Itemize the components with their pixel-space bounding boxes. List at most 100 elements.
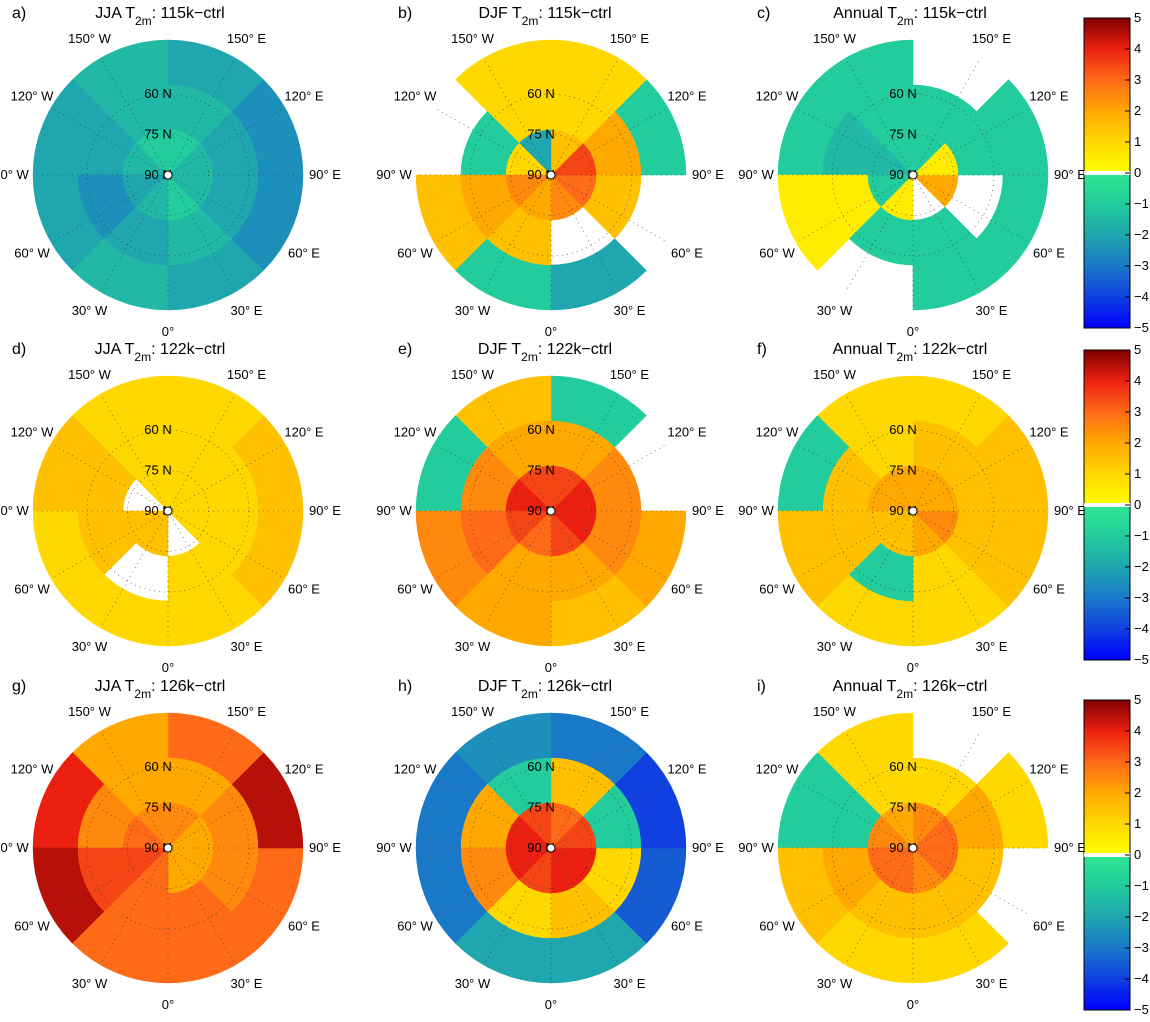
lon-label: 120° E — [284, 762, 324, 777]
panel-title: JJA T2m: 126k−ctrl — [95, 678, 226, 701]
panel-label: h) — [398, 678, 412, 695]
title-sub: 2m — [134, 687, 151, 701]
lon-label: 90° W — [376, 503, 412, 518]
lon-label: 90° E — [309, 840, 341, 855]
lon-label: 90° W — [0, 503, 29, 518]
lon-label: 150° W — [813, 31, 857, 46]
colorbar-segment — [1084, 855, 1130, 886]
field-cell — [913, 175, 958, 207]
lon-label: 150° E — [972, 367, 1012, 382]
lat-label: 60 N — [527, 422, 554, 437]
colorbar-tick-label: 0 — [1134, 497, 1141, 512]
lon-label: 120° E — [667, 762, 707, 777]
lon-label: 30° E — [976, 303, 1008, 318]
title-main: DJF T — [478, 5, 521, 22]
title-sub: 2m — [521, 687, 538, 701]
colorbar-tick-label: 4 — [1134, 41, 1141, 56]
title-suffix: : 122k−ctrl — [151, 341, 225, 358]
lon-label: 30° W — [72, 303, 108, 318]
panel-title: DJF T2m: 122k−ctrl — [478, 341, 612, 364]
panel-label: f) — [757, 341, 767, 358]
title-suffix: : 115k−ctrl — [152, 5, 225, 22]
lat-label: 75 N — [144, 127, 171, 142]
lon-label: 150° E — [227, 31, 267, 46]
lon-label: 120° W — [394, 89, 438, 104]
pole — [909, 171, 917, 179]
colorbar-segment — [1084, 598, 1130, 629]
colorbar-tick-label: 3 — [1134, 72, 1141, 87]
pole — [547, 507, 555, 515]
lon-label: 90° W — [738, 503, 774, 518]
lon-label: 30° E — [614, 303, 646, 318]
lon-label: 90° W — [0, 840, 29, 855]
lon-label: 30° W — [455, 976, 491, 991]
panel-title: Annual T2m: 126k−ctrl — [833, 678, 988, 701]
title-suffix: : 126k−ctrl — [913, 678, 987, 695]
pole — [164, 844, 172, 852]
lon-label: 90° E — [692, 167, 724, 182]
colorbar-segment — [1084, 443, 1130, 474]
lon-label: 90° W — [0, 167, 29, 182]
lon-label: 150° W — [68, 367, 112, 382]
colorbar-segment — [1084, 350, 1130, 381]
colorbar-tick-label: −2 — [1134, 559, 1149, 574]
lon-label: 150° E — [972, 704, 1012, 719]
lat-label: 60 N — [527, 86, 554, 101]
colorbar-tick-label: 1 — [1134, 466, 1141, 481]
lon-label: 0° — [162, 997, 174, 1012]
lon-label: 120° W — [756, 425, 800, 440]
lon-label: 120° W — [11, 89, 55, 104]
colorbar-tick-label: −4 — [1134, 621, 1149, 636]
colorbar-segment — [1084, 917, 1130, 948]
lon-label: 30° E — [231, 639, 263, 654]
lon-label: 0° — [162, 324, 174, 339]
lon-label: 60° W — [759, 246, 795, 261]
lon-label: 90° E — [1054, 840, 1086, 855]
lon-label: 90° W — [376, 840, 412, 855]
colorbar-tick-label: 2 — [1134, 435, 1141, 450]
lat-label: 75 N — [889, 800, 916, 815]
colorbar-tick-label: 3 — [1134, 404, 1141, 419]
pole — [909, 844, 917, 852]
zero-band — [1084, 171, 1130, 175]
title-sub: 2m — [896, 687, 913, 701]
title-suffix: : 126k−ctrl — [538, 678, 612, 695]
colorbar-tick-label: 2 — [1134, 785, 1141, 800]
pole — [547, 171, 555, 179]
colorbar-tick-label: −2 — [1134, 227, 1149, 242]
lat-label: 60 N — [889, 86, 916, 101]
lon-label: 150° E — [610, 31, 650, 46]
colorbar-segment — [1084, 111, 1130, 142]
colorbar-tick-label: 3 — [1134, 754, 1141, 769]
lon-label: 60° E — [288, 246, 320, 261]
colorbar-segment — [1084, 80, 1130, 111]
lon-label: 120° E — [1029, 425, 1069, 440]
lon-label: 90° E — [309, 167, 341, 182]
lon-label: 120° E — [1029, 89, 1069, 104]
colorbar-segment — [1084, 731, 1130, 762]
lon-label: 60° E — [671, 582, 703, 597]
lon-label: 60° W — [14, 919, 50, 934]
colorbar-tick-label: −2 — [1134, 909, 1149, 924]
lon-label: 0° — [162, 660, 174, 675]
lon-label: 90° W — [738, 167, 774, 182]
lon-label: 60° W — [14, 246, 50, 261]
pole — [909, 507, 917, 515]
lon-label: 150° W — [813, 367, 857, 382]
colorbar-tick-label: −5 — [1134, 1002, 1149, 1017]
lon-label: 30° E — [614, 639, 646, 654]
lon-label: 150° E — [227, 704, 267, 719]
colorbar-segment — [1084, 381, 1130, 412]
colorbar-segment — [1084, 762, 1130, 793]
panel-label: c) — [757, 5, 770, 22]
lon-label: 150° W — [68, 31, 112, 46]
lat-label: 60 N — [889, 422, 916, 437]
colorbar-tick-label: 4 — [1134, 723, 1141, 738]
lat-label: 60 N — [144, 86, 171, 101]
lon-label: 120° W — [11, 425, 55, 440]
colorbar-tick-label: −4 — [1134, 289, 1149, 304]
title-suffix: : 126k−ctrl — [151, 678, 225, 695]
lon-label: 150° E — [610, 704, 650, 719]
lat-label: 75 N — [527, 800, 554, 815]
colorbar-segment — [1084, 886, 1130, 917]
